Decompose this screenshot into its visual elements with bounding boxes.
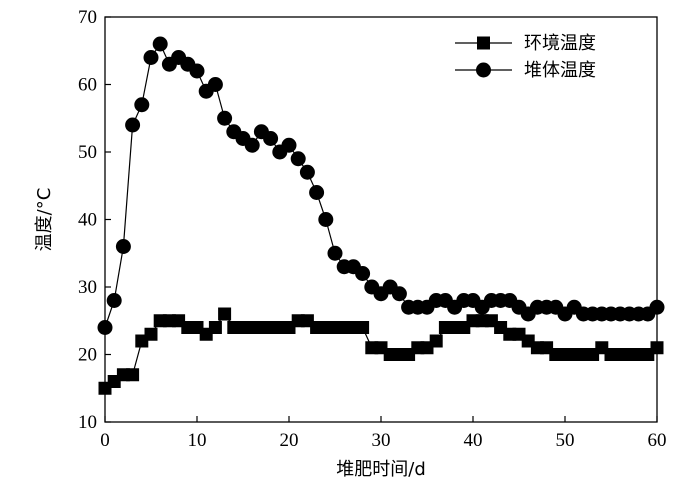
- data-point-circle: [649, 299, 665, 315]
- data-point-circle: [281, 137, 297, 153]
- x-tick-label: 10: [188, 430, 207, 451]
- y-tick-label: 60: [78, 75, 97, 96]
- data-point-circle: [309, 185, 325, 200]
- x-axis-label: 堆肥时间/d: [336, 459, 426, 480]
- data-point-circle: [189, 63, 205, 79]
- y-axis-label: 温度/°C: [34, 188, 55, 252]
- series-1: [98, 307, 664, 395]
- data-point-circle: [299, 164, 315, 180]
- data-point-circle: [152, 36, 168, 52]
- x-tick-label: 60: [648, 430, 667, 451]
- data-point-square: [144, 327, 158, 341]
- y-tick-label: 20: [78, 345, 97, 366]
- data-point-square: [650, 341, 664, 355]
- series-2: [97, 36, 665, 335]
- legend-label: 环境温度: [524, 33, 596, 54]
- x-tick-label: 0: [100, 430, 110, 451]
- data-point-circle: [115, 239, 131, 254]
- data-point-circle: [125, 117, 141, 133]
- legend-marker-circle: [476, 62, 491, 78]
- legend-marker-square: [477, 36, 490, 50]
- data-point-circle: [290, 151, 306, 167]
- data-point-circle: [318, 212, 334, 227]
- y-tick-label: 50: [78, 142, 97, 163]
- data-point-circle: [263, 131, 279, 146]
- data-point-circle: [217, 110, 233, 126]
- data-point-circle: [327, 245, 343, 261]
- x-tick-label: 40: [464, 430, 483, 451]
- y-tick-label: 10: [78, 412, 97, 433]
- data-point-square: [356, 321, 370, 334]
- data-point-circle: [97, 320, 113, 335]
- series-group: [97, 36, 665, 395]
- data-point-circle: [106, 293, 122, 308]
- data-point-circle: [207, 77, 223, 92]
- y-tick-label: 70: [78, 7, 97, 28]
- data-point-square: [218, 307, 232, 321]
- legend-label: 堆体温度: [524, 60, 596, 81]
- data-point-circle: [391, 286, 407, 302]
- x-tick-label: 20: [280, 430, 299, 451]
- y-tick-label: 30: [78, 277, 97, 298]
- data-point-square: [208, 321, 222, 334]
- series-line: [104, 42, 658, 328]
- y-tick-label: 40: [78, 210, 97, 231]
- x-tick-label: 30: [372, 430, 391, 451]
- data-point-square: [429, 334, 443, 348]
- data-point-circle: [355, 266, 371, 281]
- data-point-circle: [134, 97, 150, 113]
- x-tick-label: 50: [556, 430, 575, 451]
- data-point-square: [126, 368, 140, 382]
- data-point-circle: [143, 50, 159, 65]
- data-point-circle: [244, 137, 260, 153]
